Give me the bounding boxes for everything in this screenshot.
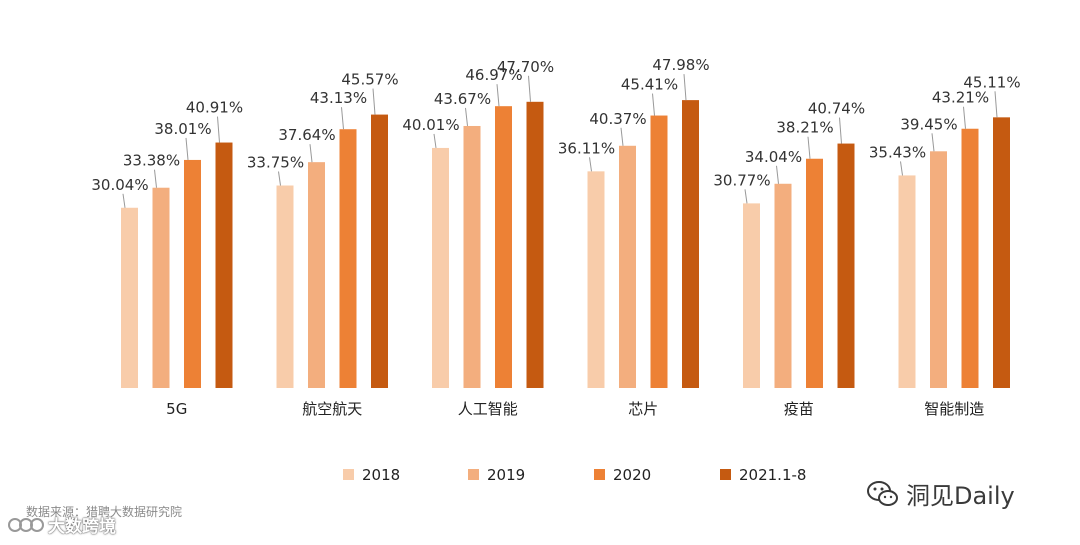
bar-0-2 [184,159,201,388]
bar-0-0 [121,207,138,388]
watermark-left: 大数跨境 [8,512,116,537]
bar-2-3 [526,101,544,389]
bar-5-0 [898,175,916,388]
bar-value-label-3-1: 40.37% [589,110,646,128]
bar-1-1 [308,162,325,388]
bar-4-3 [837,143,855,388]
label-leader-0-3 [217,116,220,143]
category-label-1: 航空航天 [302,400,362,418]
category-label-0: 5G [166,400,187,418]
legend-swatch-2 [594,469,605,480]
label-leader-2-3 [528,75,531,102]
bar-1-3 [371,114,388,388]
bar-value-label-4-3: 40.74% [808,100,865,118]
label-leader-3-3 [683,74,687,101]
bar-value-label-2-0: 40.01% [402,116,459,134]
bar-value-label-3-3: 47.98% [652,56,709,74]
label-leader-1-3 [372,88,376,115]
watermark-left-text: 大数跨境 [48,517,116,537]
bar-value-label-2-1: 43.67% [434,90,491,108]
bar-value-label-0-2: 38.01% [154,120,211,138]
bar-3-3 [682,100,699,389]
legend-swatch-1 [468,469,479,480]
legend-swatch-3 [720,469,731,480]
bar-4-1 [774,183,792,388]
bar-1-2 [339,129,357,388]
bar-5-3 [993,117,1010,388]
bar-3-2 [650,115,668,388]
bar-value-label-5-2: 43.21% [932,89,989,107]
bar-value-label-1-0: 33.75% [247,154,304,172]
bar-value-label-5-0: 35.43% [869,143,926,161]
legend-label-0: 2018 [362,466,400,484]
bar-2-2 [495,106,512,389]
bar-value-label-1-3: 45.57% [341,71,398,89]
bar-5-1 [930,151,947,388]
wechat-icon [867,480,898,506]
legend-label-2: 2020 [613,466,651,484]
label-leader-0-0 [122,193,126,208]
bar-1-0 [276,185,294,388]
bar-value-label-3-2: 45.41% [621,76,678,94]
bar-value-label-4-2: 38.21% [776,119,833,137]
watermark-right-text: 洞见Daily [906,482,1015,510]
legend-label-1: 2019 [487,466,525,484]
bar-value-label-5-1: 39.45% [900,115,957,133]
bar-value-label-0-1: 33.38% [123,152,180,170]
bar-2-1 [463,125,481,388]
bar-value-label-2-3: 47.70% [497,58,554,76]
label-leader-1-1 [309,144,313,163]
watermark-logo-icon [8,517,44,532]
watermark-right: 洞见Daily [866,476,1015,511]
label-leader-2-1 [465,107,468,127]
label-leader-1-2 [341,107,344,130]
category-label-5: 智能制造 [924,400,984,418]
label-leader-3-2 [652,93,655,116]
category-label-3: 芯片 [628,400,658,418]
label-leader-2-2 [496,84,500,107]
label-leader-5-0 [900,161,903,176]
label-leader-4-0 [744,189,748,204]
label-leader-3-0 [589,157,592,172]
label-leader-5-3 [994,91,998,118]
label-leader-5-1 [931,133,935,152]
bar-value-label-1-1: 37.64% [278,126,335,144]
bar-3-1 [619,145,636,388]
bar-2-0 [432,147,449,388]
bar-value-label-0-3: 40.91% [186,99,243,117]
bar-value-label-1-2: 43.13% [310,89,367,107]
label-leader-4-3 [839,117,842,144]
bar-0-1 [152,187,170,388]
label-leader-4-1 [776,165,779,184]
bar-value-label-0-0: 30.04% [91,176,148,194]
bar-value-label-4-1: 34.04% [745,148,802,166]
bar-4-0 [743,203,760,388]
bar-value-label-2-2: 46.97% [465,66,522,84]
bar-value-label-3-0: 36.11% [558,139,615,157]
label-leader-5-2 [963,106,966,129]
category-label-2: 人工智能 [458,400,518,418]
bar-0-3 [215,142,233,388]
bar-4-2 [806,158,823,388]
bar-value-label-4-0: 30.77% [713,171,770,189]
label-leader-3-1 [620,127,624,146]
bar-5-2 [961,128,979,389]
label-leader-1-0 [278,171,281,186]
bar-3-0 [587,171,605,388]
category-label-4: 疫苗 [784,400,814,418]
label-leader-2-0 [433,133,437,149]
label-leader-4-2 [807,136,811,159]
legend-swatch-0 [343,469,354,480]
legend-label-3: 2021.1-8 [739,466,806,484]
bar-value-label-5-3: 45.11% [963,73,1020,91]
data-source-note: 数据来源：猎聘大数据研究院 [26,505,183,519]
label-leader-0-2 [185,137,189,160]
label-leader-0-1 [154,169,157,188]
